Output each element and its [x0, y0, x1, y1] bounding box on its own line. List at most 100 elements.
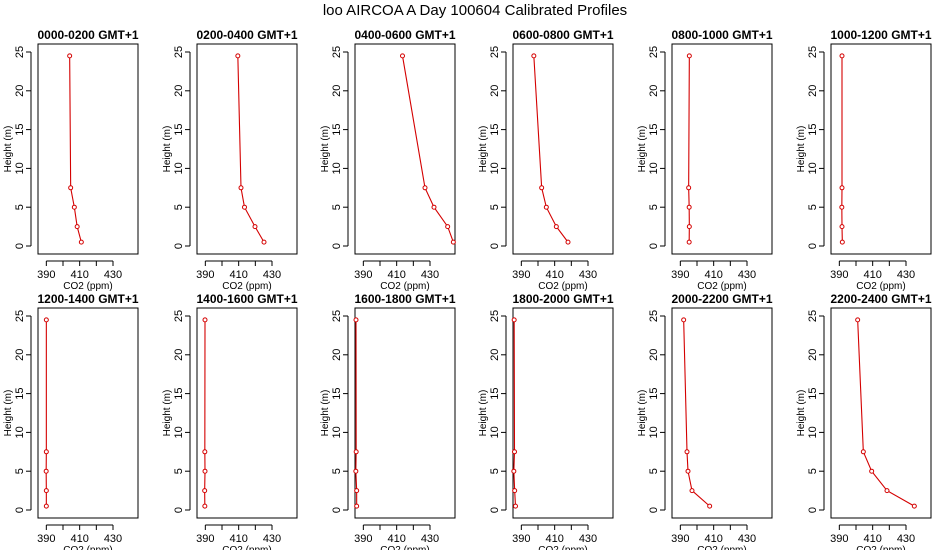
y-tick-label: 0 — [173, 507, 185, 513]
x-tick-label: 390 — [512, 269, 530, 281]
y-tick-label: 20 — [14, 85, 26, 97]
y-axis-label: Height (m) — [3, 126, 14, 173]
data-point — [203, 318, 207, 322]
panel-title: 1200-1400 GMT+1 — [37, 292, 138, 306]
plot-frame — [672, 308, 772, 518]
x-tick-label: 410 — [704, 269, 722, 281]
plot-frame — [831, 308, 931, 518]
y-tick-label: 25 — [173, 310, 185, 322]
y-tick-label: 0 — [331, 243, 343, 249]
y-tick-label: 25 — [173, 46, 185, 58]
data-point — [44, 469, 48, 473]
x-tick-label: 430 — [579, 533, 597, 545]
data-point — [861, 450, 865, 454]
y-tick-label: 25 — [331, 310, 343, 322]
co2-profile-line — [689, 56, 690, 242]
data-point — [79, 240, 83, 244]
y-tick-label: 10 — [648, 162, 660, 174]
data-point — [687, 225, 691, 229]
x-tick-label: 410 — [229, 533, 247, 545]
panel-title: 0200-0400 GMT+1 — [196, 28, 297, 42]
x-axis-label: CO2 (ppm) — [63, 281, 112, 292]
co2-profile-line — [70, 56, 82, 242]
x-tick-label: 410 — [863, 533, 881, 545]
y-tick-label: 20 — [331, 349, 343, 361]
y-axis-label: Height (m) — [162, 126, 173, 173]
data-point — [239, 186, 243, 190]
panel-title: 0600-0800 GMT+1 — [512, 28, 613, 42]
y-axis-label: Height (m) — [796, 390, 807, 437]
x-tick-label: 390 — [671, 269, 689, 281]
x-axis-label: CO2 (ppm) — [380, 281, 429, 292]
panel-title: 2000-2200 GMT+1 — [671, 292, 772, 306]
y-tick-label: 15 — [489, 123, 501, 135]
data-point — [690, 489, 694, 493]
co2-profile-line — [842, 56, 843, 242]
x-axis-label: CO2 (ppm) — [538, 281, 587, 292]
x-tick-label: 410 — [387, 533, 405, 545]
data-point — [885, 489, 889, 493]
data-point — [708, 504, 712, 508]
y-tick-label: 25 — [489, 46, 501, 58]
data-point — [840, 240, 844, 244]
y-tick-label: 0 — [173, 243, 185, 249]
x-tick-label: 410 — [229, 269, 247, 281]
data-point — [912, 504, 916, 508]
x-tick-label: 410 — [70, 533, 88, 545]
y-tick-label: 15 — [807, 123, 819, 135]
x-tick-label: 410 — [863, 269, 881, 281]
y-tick-label: 5 — [14, 204, 26, 210]
panel-title: 0800-1000 GMT+1 — [671, 28, 772, 42]
data-point — [840, 186, 844, 190]
data-point — [687, 54, 691, 58]
plot-frame — [513, 308, 613, 518]
y-tick-label: 25 — [331, 46, 343, 58]
y-tick-label: 5 — [648, 204, 660, 210]
co2-profile-line — [356, 320, 357, 506]
y-tick-label: 20 — [807, 85, 819, 97]
data-point — [840, 205, 844, 209]
x-axis-label: CO2 (ppm) — [380, 545, 429, 550]
data-point — [401, 54, 405, 58]
x-axis-label: CO2 (ppm) — [856, 545, 905, 550]
y-tick-label: 25 — [489, 310, 501, 322]
co2-profile-line — [684, 320, 710, 506]
data-point — [75, 225, 79, 229]
y-tick-label: 20 — [173, 85, 185, 97]
panel-title: 0000-0200 GMT+1 — [37, 28, 138, 42]
y-tick-label: 10 — [331, 426, 343, 438]
y-tick-label: 10 — [807, 162, 819, 174]
y-tick-label: 10 — [807, 426, 819, 438]
panel-title: 1800-2000 GMT+1 — [512, 292, 613, 306]
data-point — [512, 469, 516, 473]
data-point — [203, 450, 207, 454]
data-point — [685, 450, 689, 454]
data-point — [44, 318, 48, 322]
y-tick-label: 15 — [14, 387, 26, 399]
data-point — [540, 186, 544, 190]
x-tick-label: 390 — [354, 269, 372, 281]
y-axis-label: Height (m) — [320, 126, 331, 173]
data-point — [72, 205, 76, 209]
y-tick-label: 5 — [489, 468, 501, 474]
y-tick-label: 15 — [489, 387, 501, 399]
x-tick-label: 390 — [830, 533, 848, 545]
x-tick-label: 430 — [104, 533, 122, 545]
data-point — [262, 240, 266, 244]
y-axis-label: Height (m) — [478, 126, 489, 173]
y-axis-label: Height (m) — [796, 126, 807, 173]
x-tick-label: 390 — [512, 533, 530, 545]
panel-title: 1400-1600 GMT+1 — [196, 292, 297, 306]
data-point — [554, 225, 558, 229]
y-tick-label: 10 — [331, 162, 343, 174]
y-tick-label: 5 — [331, 468, 343, 474]
co2-profile-line — [534, 56, 568, 242]
panel-title: 1600-1800 GMT+1 — [354, 292, 455, 306]
y-tick-label: 15 — [331, 387, 343, 399]
data-point — [68, 54, 72, 58]
data-point — [513, 489, 517, 493]
